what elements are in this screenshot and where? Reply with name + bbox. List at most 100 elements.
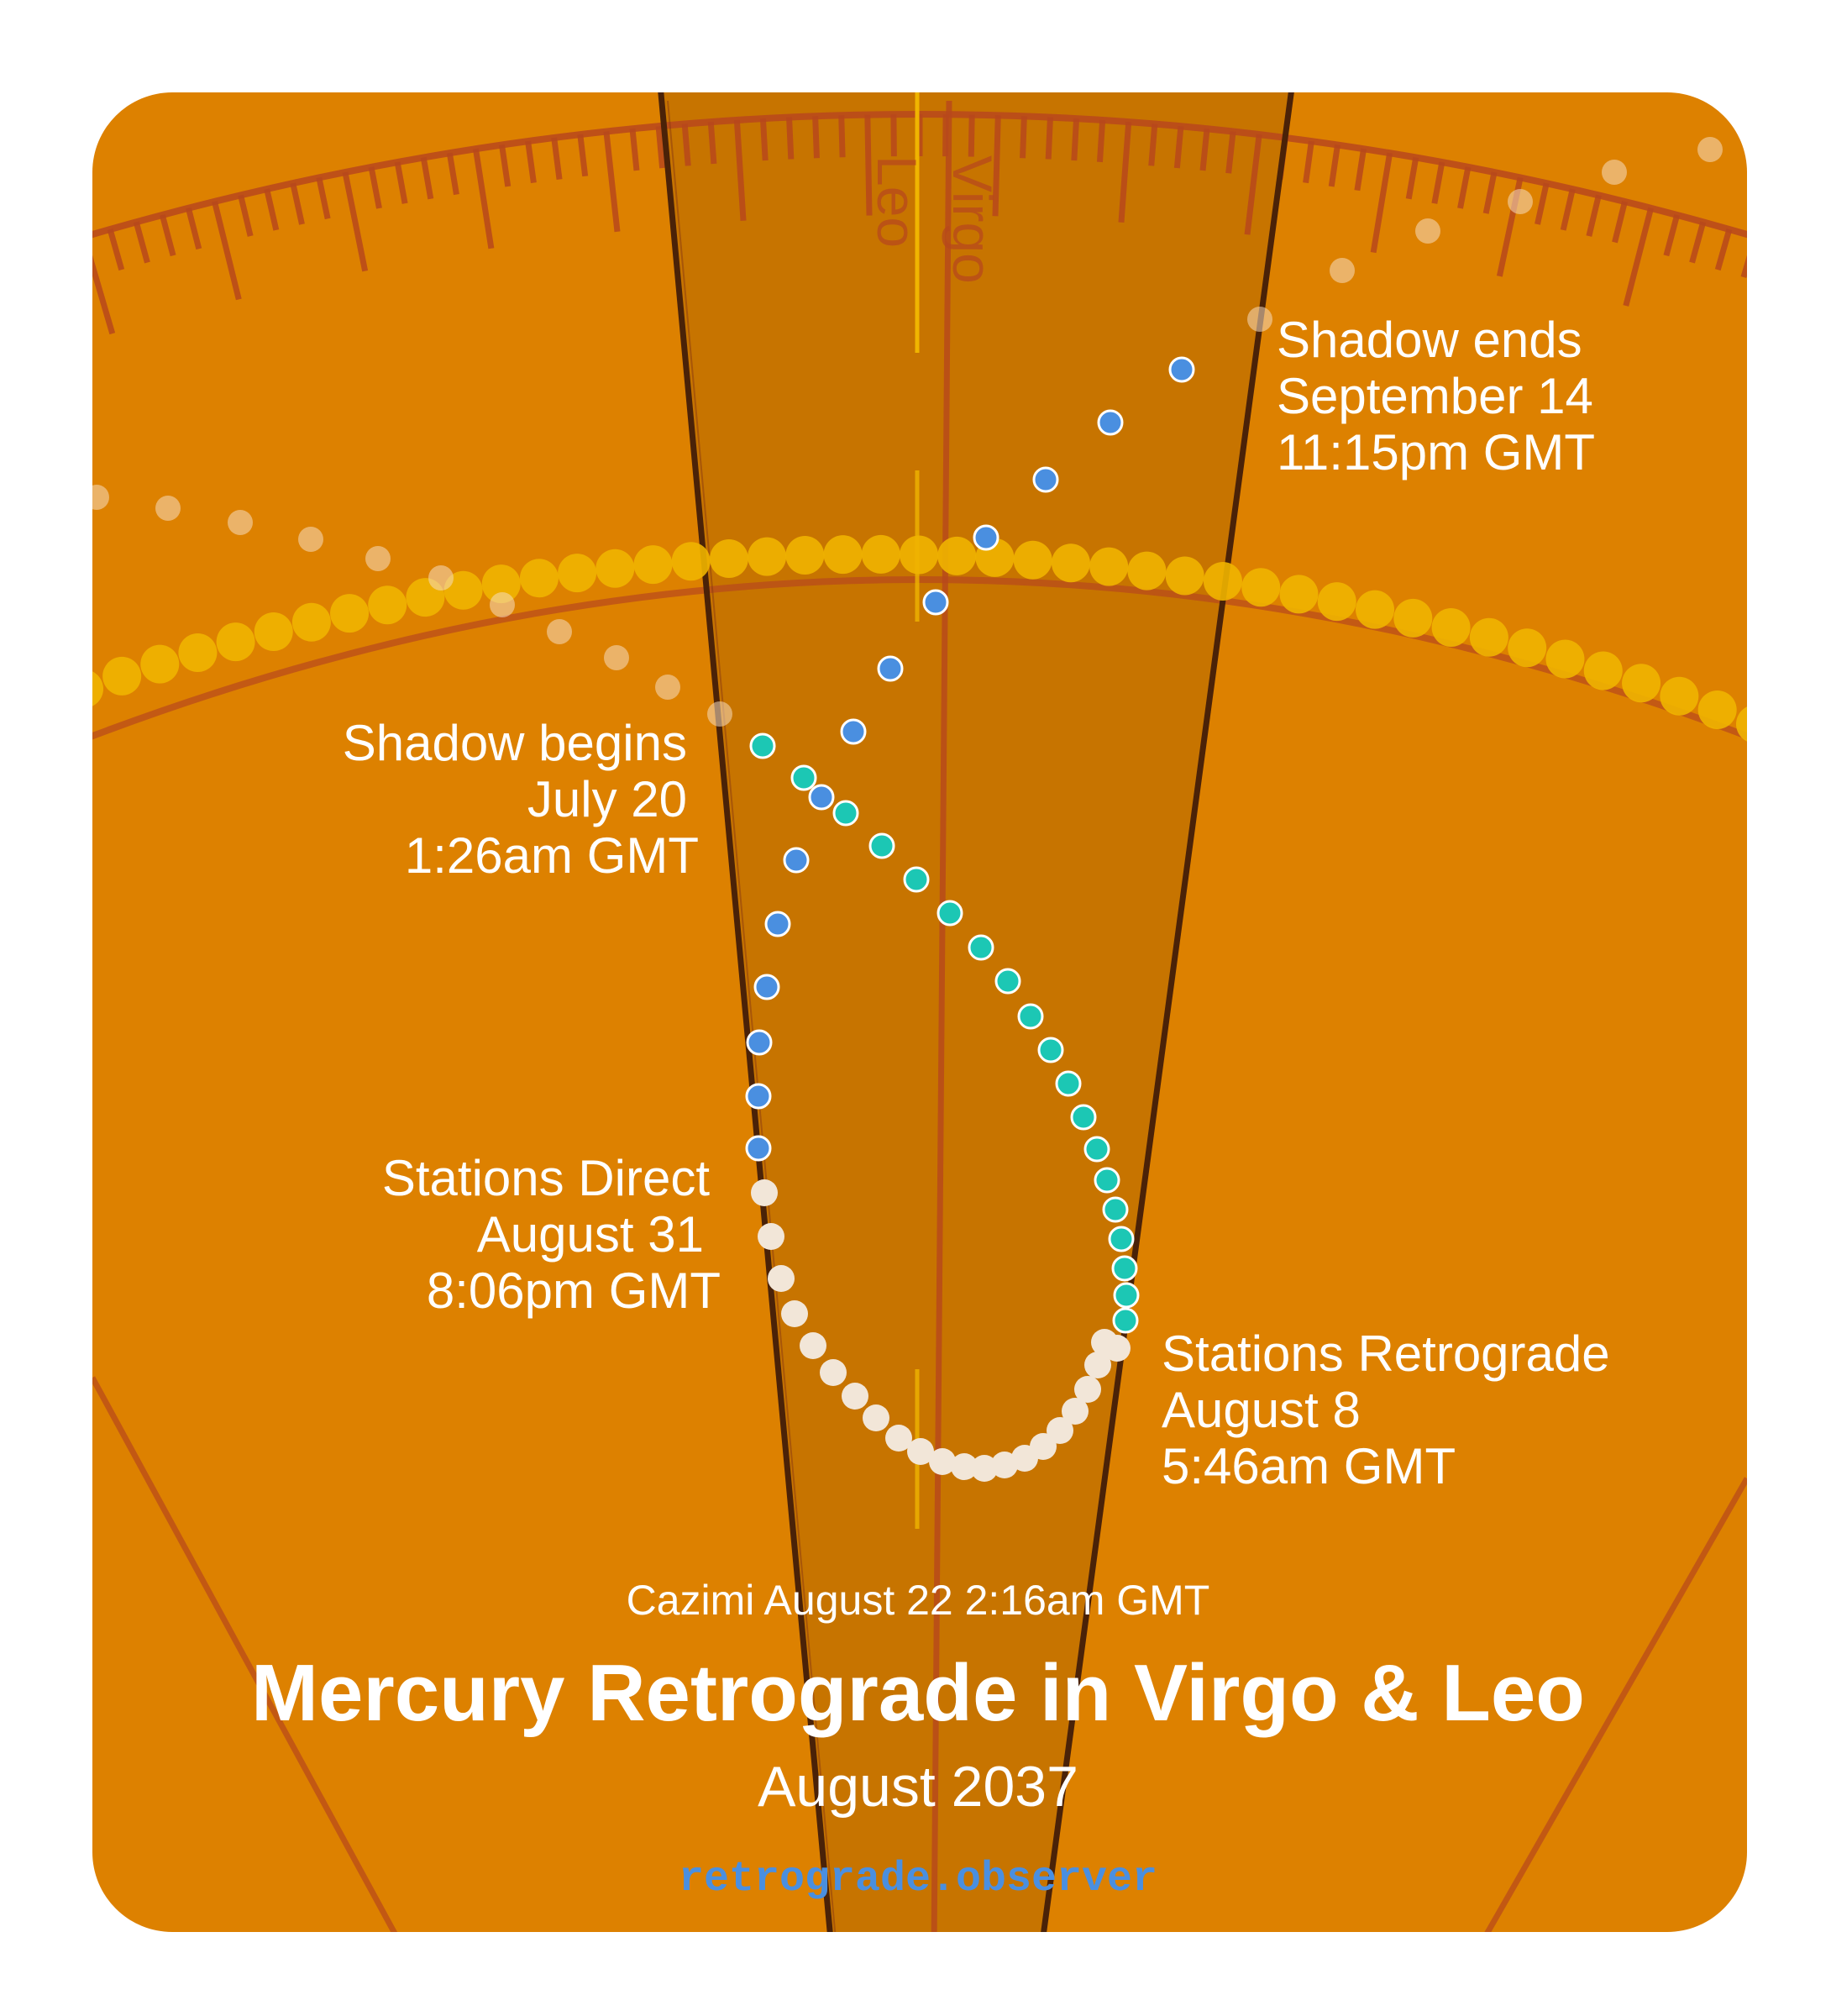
retrograde-dot [1047,1417,1073,1444]
arc-tick [1199,128,1210,171]
arc-tick [1623,207,1655,307]
sun-dot [140,644,180,684]
sun-dot [1356,590,1395,629]
post-shadow-dot [808,784,835,811]
sun-dot [1697,690,1737,730]
shadow-begins-line1: Shadow begins [343,715,687,771]
arc-tick [368,166,382,209]
arc-tick [812,116,820,159]
arc-tick [603,131,621,233]
radial-line-center [931,100,952,1932]
post-shadow-dot [753,974,780,1000]
sun-dot [1736,705,1747,743]
retrograde-dot [951,1453,978,1480]
stations-retrograde-line2: August 8 [1162,1382,1361,1438]
sun-dot [481,564,521,604]
post-shadow-dot [745,1135,772,1162]
stations-retrograde-line3: 5:46am GMT [1162,1438,1456,1494]
arc-tick [212,201,242,301]
faint-dot [655,675,680,700]
post-shadow-dot [745,1083,772,1110]
arc-tick [786,117,795,160]
arc-tick [1586,194,1602,237]
sign-label-virgo: Virgo [942,155,1004,284]
post-shadow-dot [840,718,867,745]
faint-dot [155,496,181,521]
stations-direct-line3: 8:06pm GMT [427,1263,721,1319]
sun-dot [1508,628,1547,668]
sun-dot [1660,676,1699,716]
post-shadow-dot [922,589,949,616]
sun-dot [558,554,597,593]
pre-shadow-dot [1102,1196,1129,1223]
retrograde-dot [929,1448,956,1475]
post-shadow-dot [1168,356,1195,383]
arc-tick [1612,201,1628,244]
arc-tick [1431,161,1445,204]
arc-tick [394,161,408,204]
arc-tick [681,123,691,166]
retrograde-dot [781,1300,808,1327]
arc-tick [1370,152,1393,254]
arc-tick [759,118,769,161]
arc-tick [1535,182,1550,225]
sun-dot [1469,617,1508,657]
arc-tick [1020,116,1027,159]
band-inner-left [667,100,837,1932]
radial-line-right [1475,1477,1747,1932]
arc-tick [525,140,537,184]
retrograde-dot [1084,1352,1111,1378]
sun-dot [748,537,787,576]
sun-dot [823,535,863,575]
pre-shadow-dot [1094,1167,1120,1194]
faint-dot [1330,258,1355,283]
post-shadow-dot [1097,409,1124,436]
stations-retrograde-line1: Stations Retrograde [1162,1326,1610,1382]
arc-tick [342,171,369,272]
faint-dot [490,592,515,617]
retrograde-path [751,1179,1131,1482]
pre-shadow-dot [1037,1037,1064,1063]
arc-tick [92,236,116,335]
shadow-ends-line3: 11:15pm GMT [1277,424,1595,480]
sun-dot [1317,582,1356,622]
sun-dot [1203,562,1242,601]
pre-shadow-dot [1083,1136,1110,1163]
ecliptic-arc [92,576,1747,743]
arc-tick [420,156,434,200]
sun-dot [1165,556,1204,596]
faint-dot [1697,137,1723,162]
arc-tick [1689,221,1707,264]
pre-shadow-dot [790,764,817,791]
pre-shadow-dot [1113,1282,1140,1309]
pre-shadow-dot [1111,1255,1138,1282]
arc-tick [1244,134,1262,235]
sun-dot [1241,568,1281,607]
retrograde-dot [863,1404,889,1431]
sun-dot [254,612,293,652]
sun-path [92,534,1747,743]
faint-dot [365,546,391,571]
arc-tick [1173,125,1184,169]
arc-tick [968,114,975,157]
arc-tick [472,148,495,249]
label-stations-direct: Stations Direct August 31 8:06pm GMT [382,1150,721,1319]
arc-tick [1303,140,1314,184]
arc-tick [264,188,280,231]
sun-dot [178,633,218,672]
shadow-begins-line3: 1:26am GMT [405,827,699,884]
sun-dot [1431,607,1471,647]
arc-tick [1328,144,1340,187]
sun-dot [216,622,255,662]
arc-tick [1482,171,1498,214]
label-shadow-ends: Shadow ends September 14 11:15pm GMT [1277,312,1595,480]
sun-dot [595,549,635,588]
arc-ticks [92,114,1747,335]
pre-shadow-dot [1055,1070,1082,1097]
arc-tick [446,152,459,196]
sun-dot [671,542,711,581]
arc-tick [707,121,717,165]
sun-dot [1393,598,1433,638]
pre-shadow-dot [1108,1226,1135,1252]
